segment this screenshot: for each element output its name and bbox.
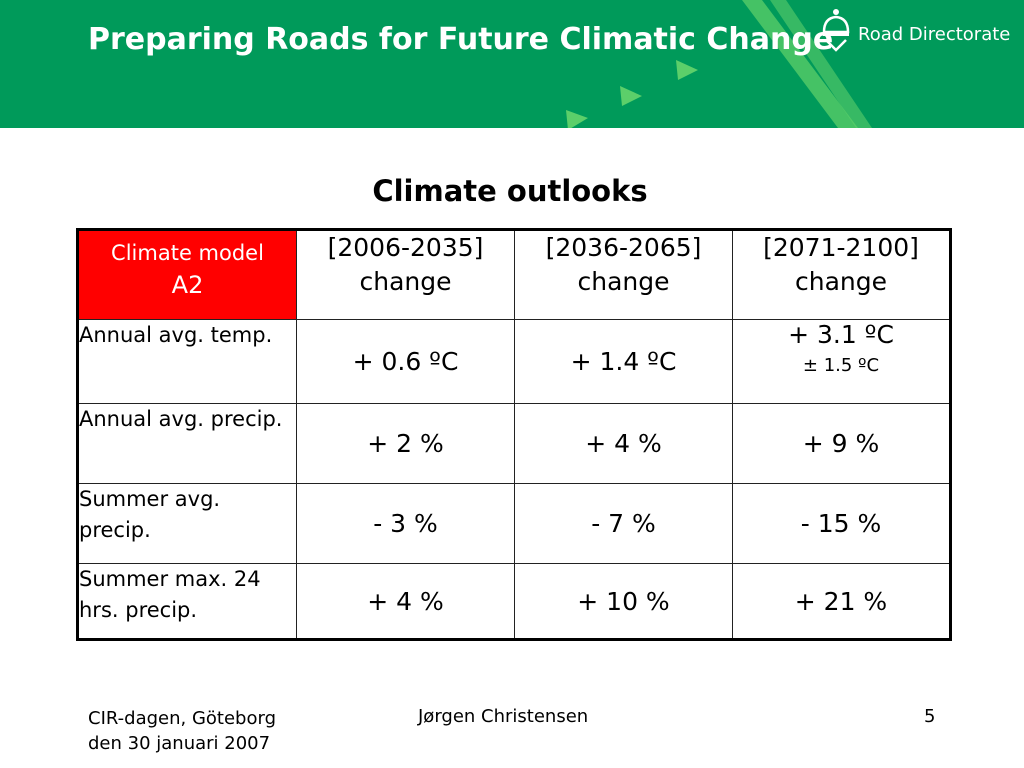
deco-triangle <box>620 86 642 106</box>
climate-outlook-table: Climate model A2 [2006-2035] change [203… <box>76 228 952 641</box>
table-cell: + 4 % <box>514 403 733 484</box>
table-row: Summer max. 24 hrs. precip. + 4 % + 10 %… <box>77 563 951 640</box>
header-decoration <box>566 0 872 128</box>
table-cell: + 4 % <box>296 563 515 640</box>
climate-model-cell: Climate model A2 <box>77 229 297 320</box>
deco-triangle <box>676 60 698 80</box>
table-cell: + 0.6 ºC <box>296 319 515 404</box>
column-range: [2071-2100] <box>763 233 919 262</box>
cell-value: + 3.1 ºC <box>788 320 894 349</box>
section-title: Climate outlooks <box>372 174 648 208</box>
table-cell: + 21 % <box>732 563 951 640</box>
footer-event: CIR-dagen, Göteborg den 30 januari 2007 <box>88 708 276 754</box>
row-label: Annual avg. precip. <box>77 403 297 484</box>
crown-icon <box>822 9 850 52</box>
row-label: Summer avg. precip. <box>77 483 297 564</box>
table-cell: + 3.1 ºC ± 1.5 ºC <box>732 319 951 404</box>
logo-text: Road Directorate <box>858 24 1011 45</box>
column-header: [2006-2035] change <box>296 229 515 320</box>
table-cell: + 10 % <box>514 563 733 640</box>
column-header: [2071-2100] change <box>732 229 951 320</box>
row-label: Annual avg. temp. <box>77 319 297 404</box>
table-cell: + 2 % <box>296 403 515 484</box>
column-header: [2036-2065] change <box>514 229 733 320</box>
table-cell: + 1.4 ºC <box>514 319 733 404</box>
row-label: Summer max. 24 hrs. precip. <box>77 563 297 640</box>
table-cell: - 15 % <box>732 483 951 564</box>
column-label: change <box>359 267 452 296</box>
deco-triangle <box>566 110 588 128</box>
footer-author: Jørgen Christensen <box>418 706 589 727</box>
column-label: change <box>794 267 887 296</box>
cell-uncertainty: ± 1.5 ºC <box>802 355 880 376</box>
column-range: [2036-2065] <box>545 233 702 262</box>
road-directorate-logo: Road Directorate <box>818 8 1024 64</box>
table-cell: - 7 % <box>514 483 733 564</box>
table-row: Summer avg. precip. - 3 % - 7 % - 15 % <box>77 483 951 564</box>
climate-model-label: Climate model <box>111 241 264 265</box>
table-row: Annual avg. precip. + 2 % + 4 % + 9 % <box>77 403 951 484</box>
column-label: change <box>577 267 670 296</box>
table-header-row: Climate model A2 [2006-2035] change [203… <box>77 229 951 320</box>
page-number: 5 <box>924 706 936 727</box>
deco-stripe <box>742 0 858 128</box>
slide-header: Preparing Roads for Future Climatic Chan… <box>0 0 1024 128</box>
column-range: [2006-2035] <box>327 233 484 262</box>
table-row: Annual avg. temp. + 0.6 ºC + 1.4 ºC + 3.… <box>77 319 951 404</box>
table-cell: - 3 % <box>296 483 515 564</box>
climate-model-scenario: A2 <box>171 271 204 299</box>
table-cell: + 9 % <box>732 403 951 484</box>
slide-title: Preparing Roads for Future Climatic Chan… <box>88 22 834 57</box>
deco-stripe <box>770 0 872 128</box>
